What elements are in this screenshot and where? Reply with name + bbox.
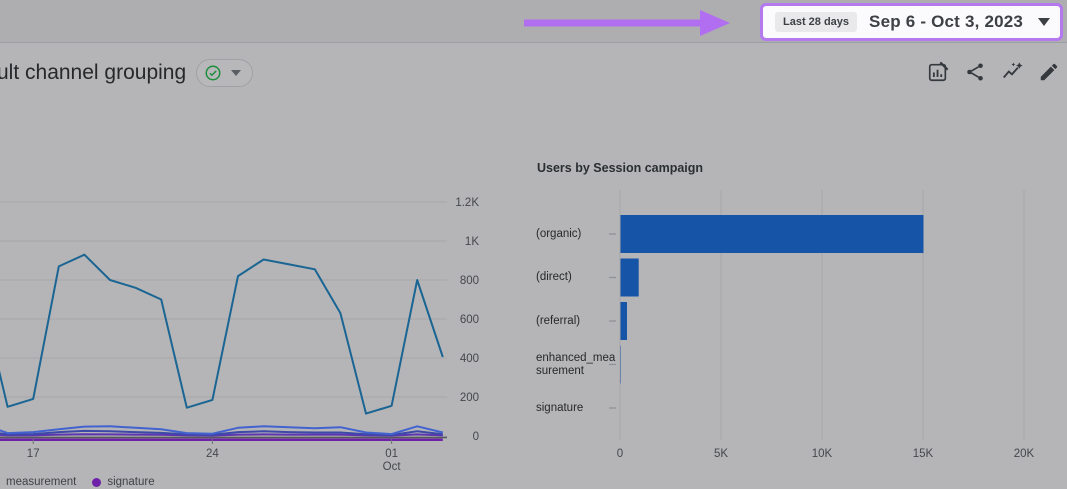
legend-dot <box>92 477 102 487</box>
y-axis-tick-label: 800 <box>460 275 479 287</box>
customize-chart-icon[interactable] <box>927 61 949 83</box>
edit-icon[interactable] <box>1038 61 1060 83</box>
chevron-down-icon <box>1038 18 1050 26</box>
y-axis-tick-label: 600 <box>460 314 479 326</box>
report-actions <box>927 61 1060 83</box>
insights-icon[interactable] <box>1001 61 1023 83</box>
report-title: ult channel grouping <box>0 61 187 84</box>
share-icon[interactable] <box>964 61 986 83</box>
x-axis-tick-label: 0 <box>617 448 623 460</box>
line-series-(direct) <box>0 425 444 436</box>
bar-category-label: (referral) <box>536 314 581 327</box>
chevron-down-icon <box>231 70 242 76</box>
legend-item: signature <box>92 476 155 488</box>
chart-legend: measurement signature <box>6 476 155 488</box>
bar-category-label: (organic) <box>536 227 582 240</box>
legend-label: measurement <box>6 476 77 488</box>
x-axis-tick-label: 20K <box>1014 448 1035 460</box>
bar-category-label: signature <box>536 401 584 414</box>
x-axis-tick-label: 15K <box>913 448 934 460</box>
legend-label: signature <box>107 476 155 488</box>
annotation-arrow <box>524 10 730 36</box>
x-axis-tick-label: 5K <box>714 448 728 460</box>
bar-category-label: (direct) <box>536 271 572 283</box>
line-series-(referral) <box>0 429 443 436</box>
y-axis-tick-label: 400 <box>460 353 479 365</box>
y-axis-tick-label: 200 <box>460 392 479 404</box>
legend-item: measurement <box>6 476 76 488</box>
line-series-(organic) <box>0 253 444 415</box>
report-header: ult channel grouping <box>0 59 254 87</box>
bar-(organic) <box>620 215 924 253</box>
verified-check-icon <box>205 65 221 81</box>
bar-category-label: enhanced_measurement <box>536 351 616 377</box>
x-axis-tick-label: 10K <box>812 448 833 460</box>
x-axis-tick-label: 24 <box>206 448 219 460</box>
y-axis-tick-label: 1K <box>465 236 479 248</box>
x-axis-tick-label: 17 <box>27 448 40 460</box>
date-range-selector[interactable]: Last 28 days Sep 6 - Oct 3, 2023 <box>760 3 1063 41</box>
x-axis-tick-sublabel: Oct <box>383 461 402 473</box>
bar-(direct) <box>620 258 639 297</box>
date-range-value: Sep 6 - Oct 3, 2023 <box>869 12 1024 31</box>
dimension-status-dropdown[interactable] <box>196 59 254 87</box>
y-axis-tick-label: 1.2K <box>455 197 479 209</box>
x-axis-tick-label: 01 <box>385 448 398 460</box>
bar-(referral) <box>620 302 627 340</box>
users-by-session-campaign-bar-chart: 0 5K 10K 15K 20K <box>609 190 1035 460</box>
bar-chart-title: Users by Session campaign <box>537 161 704 175</box>
y-axis-tick-label: 0 <box>473 431 479 443</box>
date-range-preset-chip: Last 28 days <box>775 12 858 32</box>
